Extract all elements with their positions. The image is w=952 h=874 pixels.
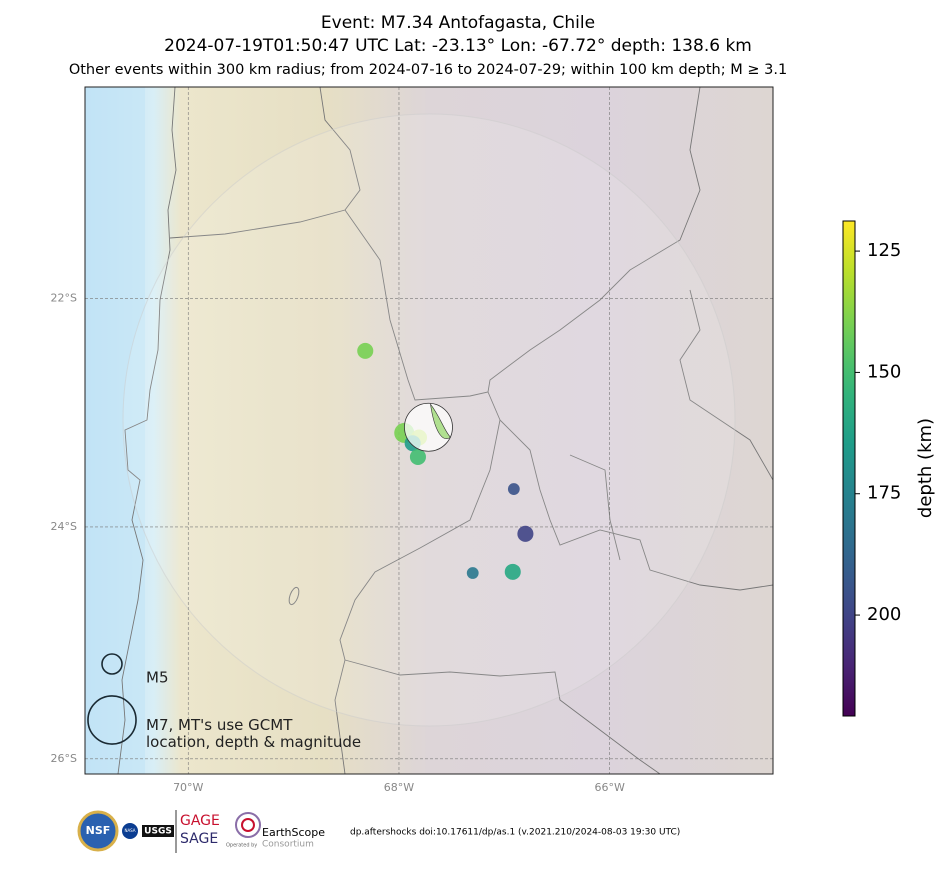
usgs-logo	[142, 825, 174, 837]
legend-label: location, depth & magnitude	[146, 733, 361, 751]
logo-text: EarthScope	[262, 826, 325, 839]
subtitle: 2024-07-19T01:50:47 UTC Lat: -23.13° Lon…	[164, 36, 752, 56]
logo-text: SAGE	[180, 831, 218, 847]
event	[409, 448, 426, 465]
x-tick-label: 66°W	[595, 781, 625, 794]
legend-label: M5	[146, 669, 169, 687]
logo-text: Operated by	[226, 843, 257, 849]
logo-text: NSF	[86, 824, 111, 837]
logo-text: Consortium	[262, 840, 314, 850]
colorbar	[842, 220, 856, 717]
nsf-logo	[77, 810, 119, 852]
citation: dp.aftershocks doi:10.17611/dp/as.1 (v.2…	[350, 828, 680, 838]
colorbar-tick-label: 150	[867, 361, 901, 382]
nasa-logo	[122, 823, 138, 839]
event	[357, 342, 374, 359]
colorbar-tick-label: 175	[867, 483, 901, 504]
logo-text: USGS	[144, 827, 172, 837]
event	[507, 483, 520, 495]
event	[517, 525, 534, 542]
y-tick-label: 24°S	[51, 520, 77, 533]
logo-text: GAGE	[180, 813, 220, 829]
mainshock	[404, 402, 453, 452]
colorbar-label: depth (km)	[915, 418, 936, 518]
x-tick-label: 68°W	[384, 781, 414, 794]
footer: NSF NASA USGS GAGE SAGE EarthScope Conso…	[77, 810, 680, 853]
legend-marker	[87, 695, 137, 745]
map-frame	[84, 86, 774, 775]
y-tick-label: 26°S	[51, 752, 77, 765]
earthscope-logo	[235, 812, 261, 838]
x-tick-label: 70°W	[173, 781, 203, 794]
colorbar-tick-label: 200	[867, 604, 901, 625]
legend-label: M7, MT's use GCMT	[146, 716, 293, 734]
criteria: Other events within 300 km radius; from …	[69, 62, 787, 78]
title: Event: M7.34 Antofagasta, Chile	[321, 13, 595, 33]
colorbar-tick-label: 125	[867, 240, 901, 261]
event	[466, 567, 479, 579]
y-tick-label: 22°S	[51, 292, 77, 305]
event	[504, 563, 521, 580]
focal-mechanism-lobe	[430, 403, 451, 439]
logo-text: NASA	[124, 828, 135, 833]
legend-marker	[101, 653, 123, 675]
earthscope-logo	[241, 818, 255, 832]
